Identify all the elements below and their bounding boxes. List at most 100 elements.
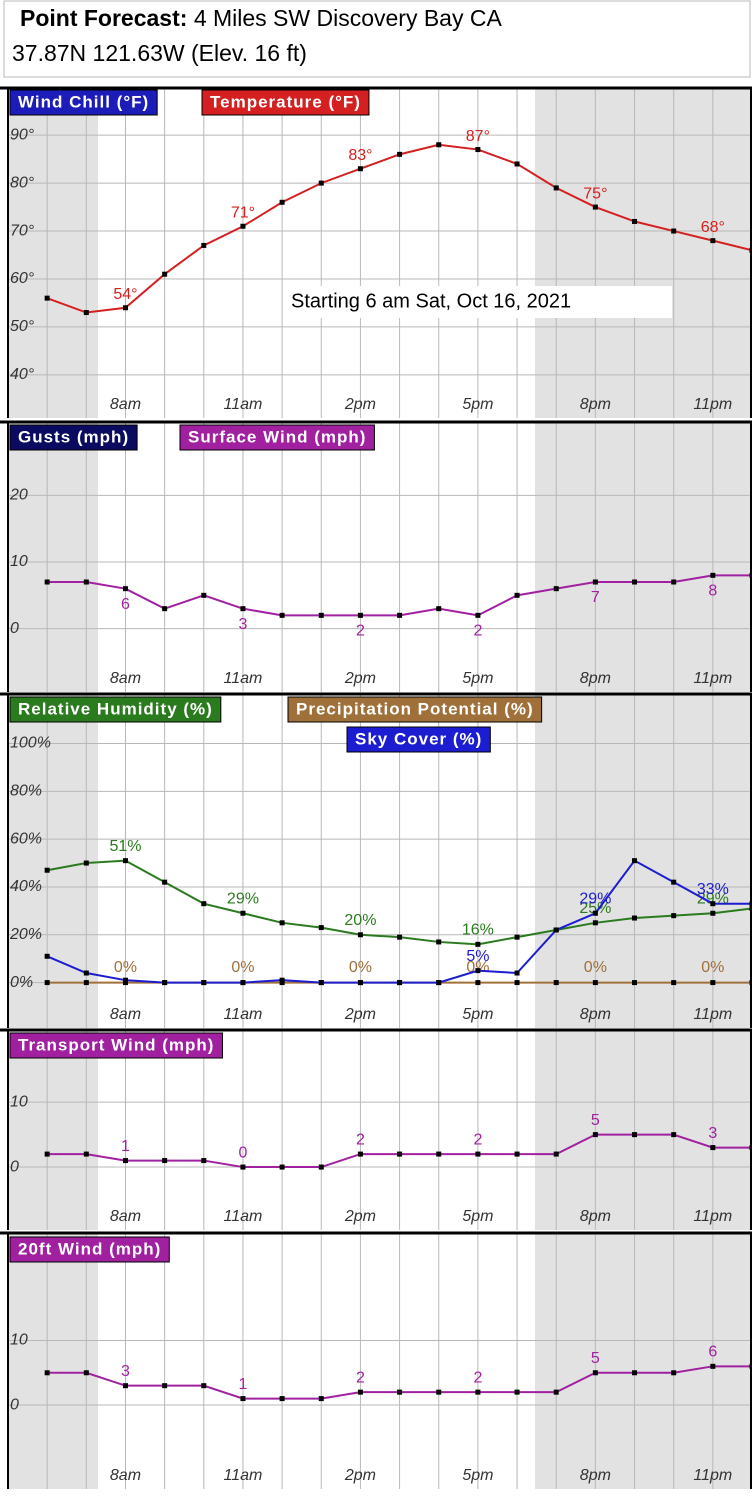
point [240,911,245,916]
legend-label: Relative Humidity (%) [18,699,213,718]
point [84,980,89,985]
point [475,942,480,947]
x-tick-label: 8am [110,396,141,413]
point [45,1152,50,1157]
point [671,880,676,885]
point [280,200,285,205]
data-label: 3 [121,1363,130,1380]
night-shade [8,1233,98,1489]
point [358,613,363,618]
point [45,1370,50,1375]
x-tick-label: 5pm [462,1467,493,1484]
point [123,305,128,310]
data-label: 3 [708,1125,717,1142]
point [554,1390,559,1395]
y-tick-label: 40° [10,366,35,383]
x-tick-label: 11pm [693,396,732,413]
night-shade [535,1233,752,1489]
point [319,1396,324,1401]
x-tick-label: 8am [110,1467,141,1484]
point [671,580,676,585]
x-tick-label: 8am [110,1208,141,1225]
legend-label: Gusts (mph) [18,427,129,446]
point [554,980,559,985]
data-label: 29% [579,890,611,907]
point [632,858,637,863]
point [593,205,598,210]
x-tick-label: 11pm [693,670,732,687]
point [162,1383,167,1388]
y-tick-label: 70° [10,222,35,239]
point [436,606,441,611]
point [358,1152,363,1157]
night-shade [535,422,752,692]
point [84,971,89,976]
legend-label: Temperature (°F) [210,92,361,111]
y-tick-label: 50° [10,318,35,335]
data-label: 1 [238,1376,247,1393]
x-tick-label: 5pm [462,1208,493,1225]
point [475,1390,480,1395]
x-tick-label: 2pm [344,396,376,413]
point [319,1165,324,1170]
point [515,1390,520,1395]
night-shade [535,1030,752,1230]
point [671,1370,676,1375]
point [240,606,245,611]
y-tick-label: 80° [10,174,35,191]
y-tick-label: 0 [10,1158,19,1175]
point [201,901,206,906]
x-tick-label: 11am [224,670,263,687]
point [397,152,402,157]
point [162,980,167,985]
x-tick-label: 2pm [344,670,376,687]
data-label: 87° [466,128,490,145]
x-tick-label: 8pm [580,1006,611,1023]
point [554,185,559,190]
y-tick-label: 40% [10,878,42,895]
point [358,166,363,171]
x-tick-label: 11am [224,1006,263,1023]
data-label: 2 [473,1131,482,1148]
data-label: 71° [231,204,255,221]
data-label: 5 [591,1112,600,1129]
data-label: 2 [473,1369,482,1386]
point [319,925,324,930]
y-tick-label: 100% [10,735,51,752]
point [240,980,245,985]
point [436,1152,441,1157]
y-tick-label: 0 [10,1396,19,1413]
title-label: Point Forecast: [20,5,187,31]
point [710,1145,715,1150]
annotation: Starting 6 am Sat, Oct 16, 2021 [291,290,571,312]
point [710,911,715,916]
data-label: 0 [238,1144,247,1161]
point [515,980,520,985]
point [123,978,128,983]
x-tick-label: 8pm [580,396,611,413]
legend-label: Wind Chill (°F) [18,92,149,111]
point [515,161,520,166]
data-label: 54° [113,286,137,303]
point [162,880,167,885]
coords: 37.87N 121.63W (Elev. 16 ft) [12,40,307,66]
point [436,939,441,944]
point [201,243,206,248]
point [319,980,324,985]
point [593,1370,598,1375]
point [84,1370,89,1375]
point [671,980,676,985]
y-tick-label: 80% [10,783,42,800]
point [397,613,402,618]
data-label: 33% [697,881,729,898]
x-tick-label: 8pm [580,1208,611,1225]
point [84,861,89,866]
point [554,586,559,591]
point [201,1158,206,1163]
x-tick-label: 2pm [344,1467,376,1484]
point [162,606,167,611]
point [515,1152,520,1157]
data-label: 68° [701,219,725,236]
data-label: 75° [583,185,607,202]
